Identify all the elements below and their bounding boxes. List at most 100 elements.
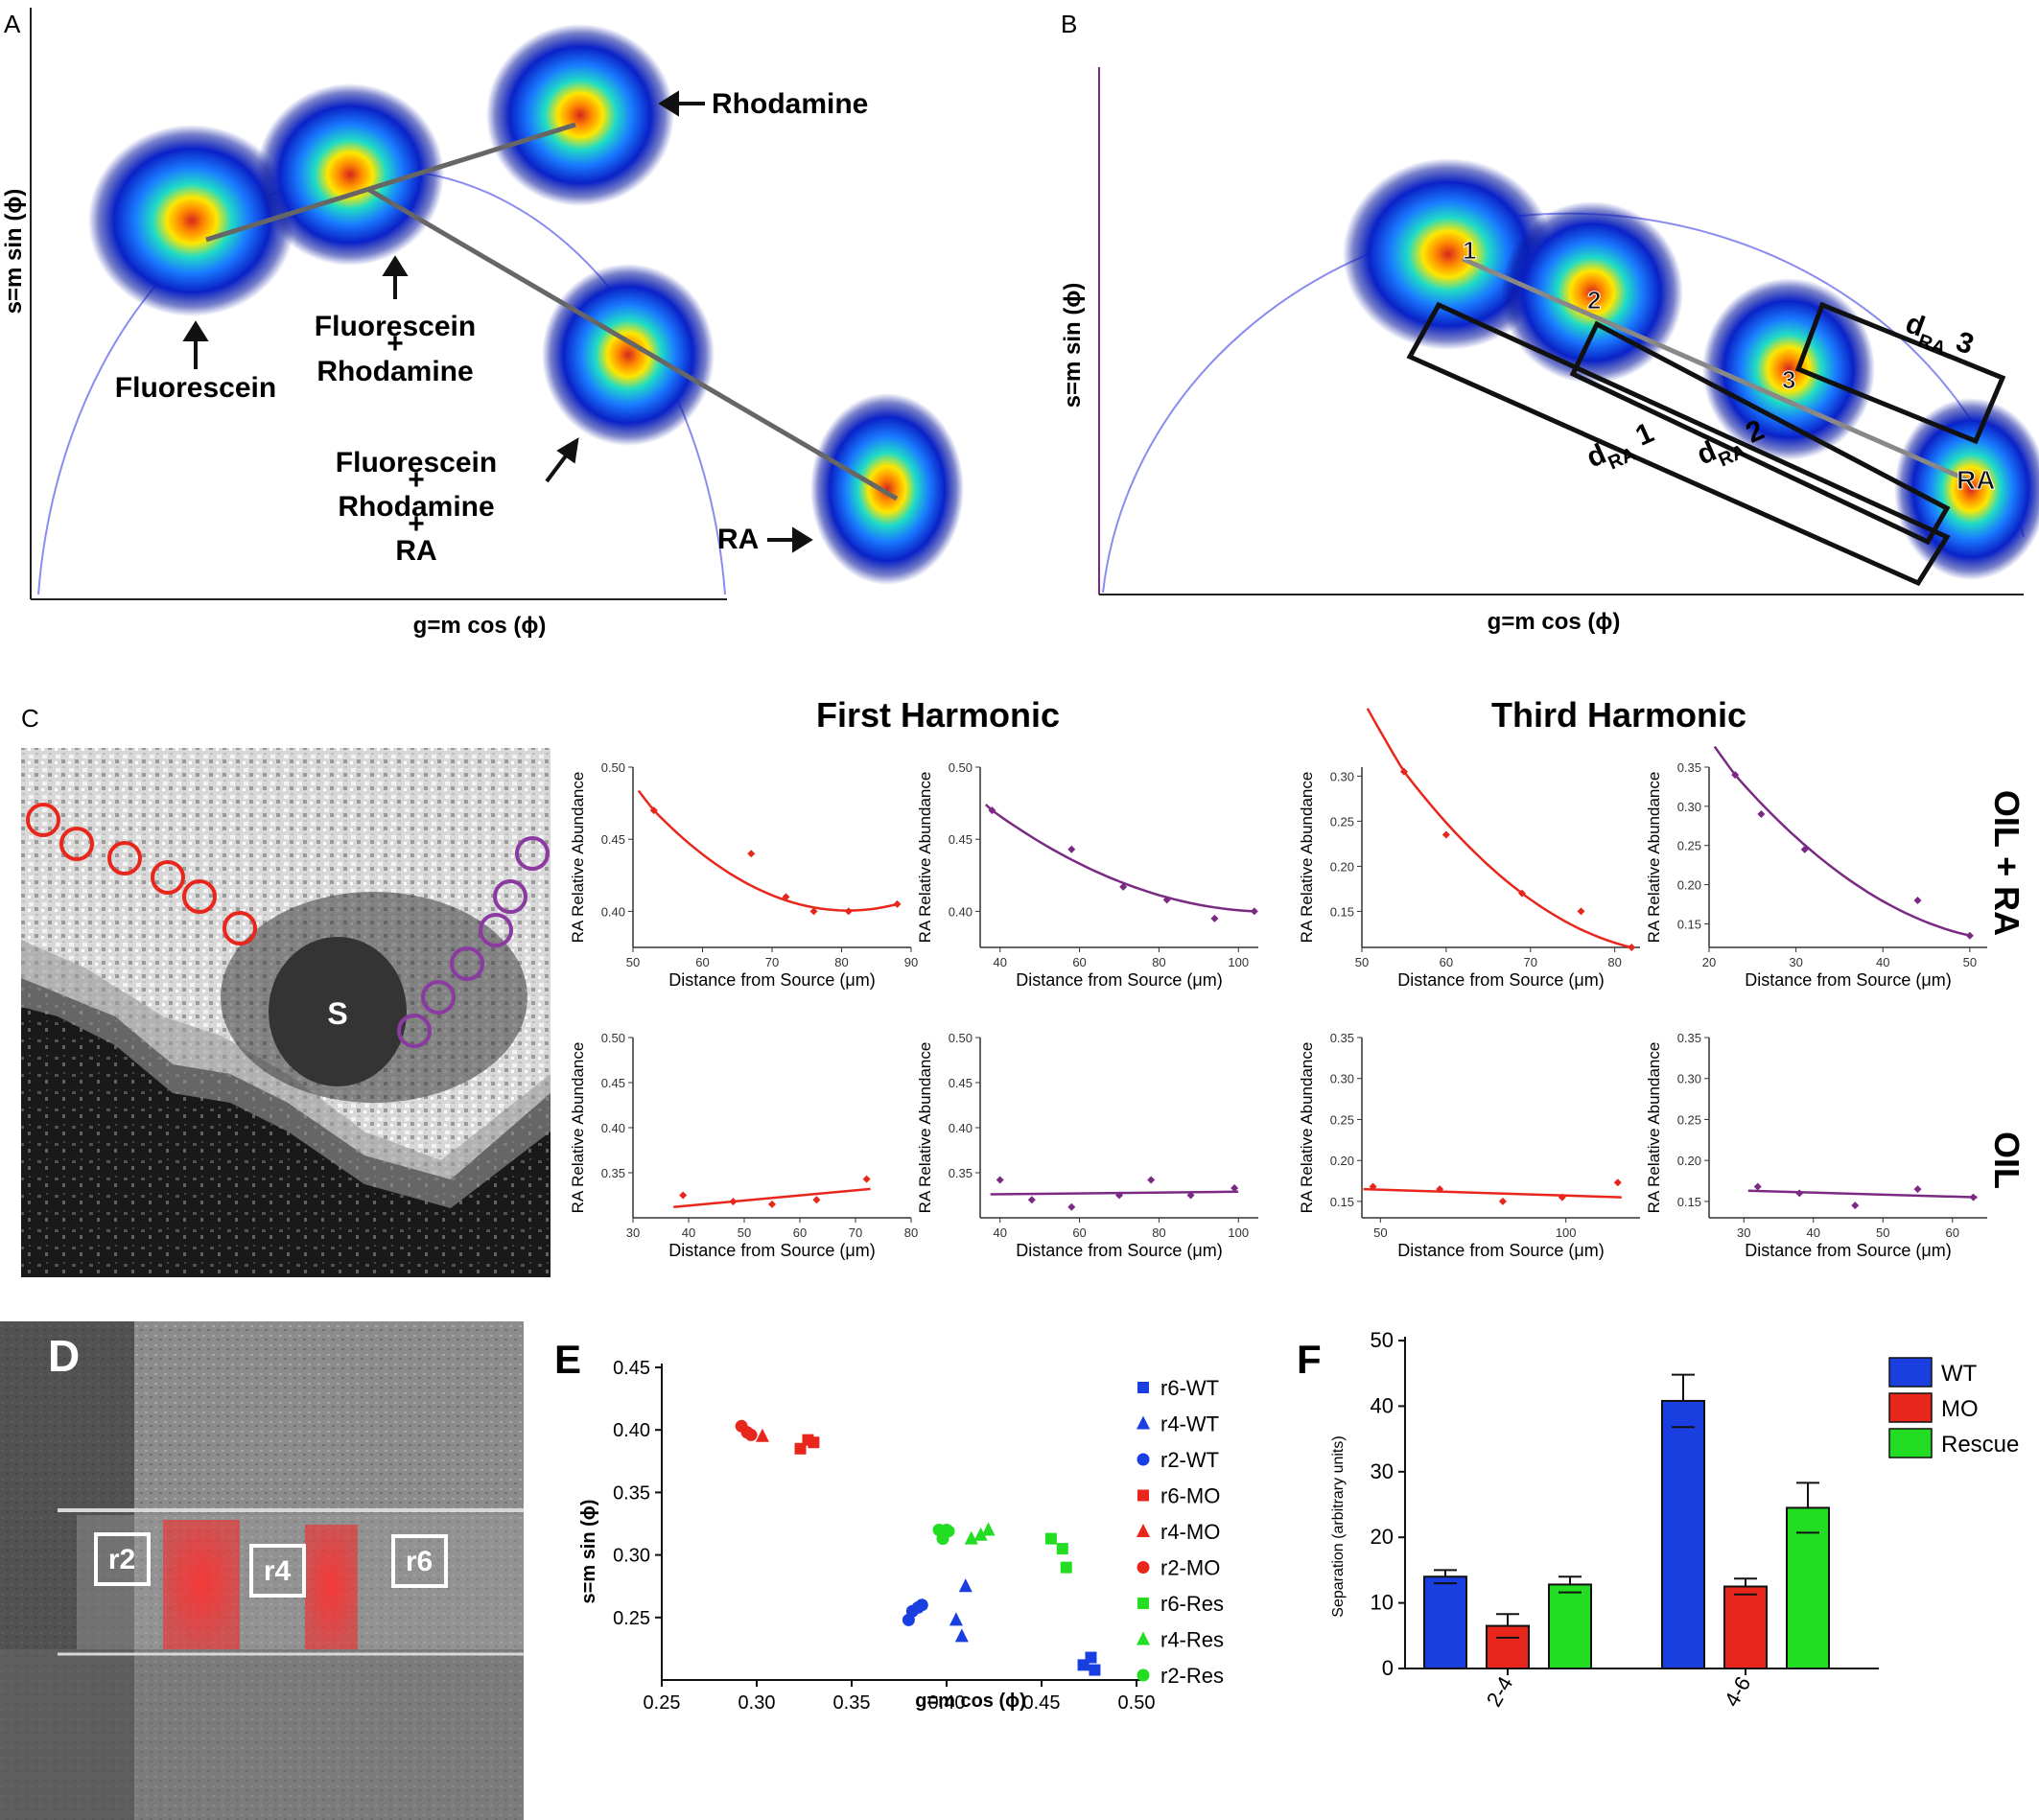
y-axis-label: RA Relative Abundance xyxy=(1298,1042,1316,1214)
data-point xyxy=(1795,1189,1804,1198)
panel-a-arrow-rhodamine xyxy=(658,90,705,117)
data-point xyxy=(1800,845,1809,853)
panel-e-point-r6-Res xyxy=(1060,1561,1072,1574)
panel-a-rhodamine-cluster xyxy=(486,24,674,206)
svg-text:r2: r2 xyxy=(108,1544,135,1575)
panel-e-legend-label-r4-WT: r4-WT xyxy=(1160,1412,1219,1436)
panel-b-box-2 xyxy=(1569,320,1951,546)
svg-text:3: 3 xyxy=(1952,326,1978,362)
panel-b-ylabel: s=m sin (ϕ) xyxy=(1060,283,1086,408)
panel-e-legend-label-r4-Res: r4-Res xyxy=(1160,1628,1224,1652)
panel-e-legend-label-r6-WT: r6-WT xyxy=(1160,1376,1219,1400)
panel-e-legend: r6-WT r4-WT r2-WT r6-MO r4-MO r2-MO r6-Res r4-R… xyxy=(1137,1376,1224,1688)
y-tick-label: 0.15 xyxy=(1677,917,1701,931)
panel-b-box-1 xyxy=(1406,301,1951,587)
data-point xyxy=(1162,896,1171,904)
fit-line xyxy=(1747,1189,1978,1199)
data-point xyxy=(1757,810,1766,819)
y-tick-label: 0.45 xyxy=(949,1076,973,1090)
panel-c-header-first: First Harmonic xyxy=(816,695,1060,735)
panel-c-purple-rois xyxy=(397,836,550,1048)
x-tick-label: 70 xyxy=(765,955,779,969)
x-tick-label: 60 xyxy=(1440,955,1453,969)
panel-f-x-tick-label: 4-6 xyxy=(1720,1672,1756,1711)
data-point xyxy=(1851,1202,1860,1210)
x-tick-label: 70 xyxy=(849,1225,862,1240)
panel-e-legend-marker-r4-WT xyxy=(1137,1415,1150,1430)
data-point xyxy=(1498,1197,1507,1205)
y-tick-label: 0.15 xyxy=(1330,1195,1354,1209)
data-point xyxy=(782,893,790,901)
panel-b-point-2: 2 xyxy=(1587,286,1601,315)
x-tick-label: 50 xyxy=(1876,1225,1889,1240)
y-tick-label: 0.35 xyxy=(1330,1031,1354,1045)
panel-e-point-r4-WT xyxy=(958,1578,973,1593)
panel-c-micrograph: S xyxy=(21,748,551,1277)
panel-e-legend-marker-r2-WT xyxy=(1137,1453,1150,1466)
data-point xyxy=(1965,931,1974,940)
data-point xyxy=(649,806,658,815)
data-point xyxy=(988,806,996,815)
panel-b-xlabel: g=m cos (ϕ) xyxy=(1488,609,1621,635)
y-tick-label: 0.30 xyxy=(1330,1072,1354,1086)
data-point xyxy=(1119,882,1128,891)
panel-f-y-tick-label: 20 xyxy=(1371,1525,1394,1549)
panel-e-x-tick-label: 0.50 xyxy=(1118,1692,1156,1714)
panel-e-point-r6-Res xyxy=(1044,1532,1057,1545)
x-tick-label: 80 xyxy=(1607,955,1621,969)
y-tick-label: 0.45 xyxy=(949,832,973,847)
panel-f: F Separation (arbitrary units) 0 10 20 30 40… xyxy=(1297,1328,2019,1711)
panel-d-region-r2: r2 xyxy=(94,1532,151,1586)
data-point xyxy=(747,850,756,858)
panel-e-point-r4-MO xyxy=(755,1428,769,1442)
y-tick-label: 0.30 xyxy=(1677,800,1701,814)
fit-line xyxy=(990,1190,1239,1196)
fit-line xyxy=(984,804,1254,913)
panel-a-xlabel: g=m cos (ϕ) xyxy=(413,613,547,639)
panel-b-point-labels: 1 2 3 RA xyxy=(1463,236,1996,496)
data-point xyxy=(1913,1185,1922,1194)
panel-c-source-label: S xyxy=(327,996,347,1031)
panel-d-letter: D xyxy=(48,1331,80,1381)
panel-a-label-fluorescein: Fluorescein xyxy=(115,372,276,404)
panel-e-legend-label-r2-MO: r2-MO xyxy=(1160,1556,1220,1580)
panel-e-point-r4-WT xyxy=(954,1628,969,1643)
panel-a-fluorescein-cluster xyxy=(88,125,295,316)
data-point xyxy=(1027,1196,1036,1204)
data-point xyxy=(1436,1185,1444,1194)
panel-b-mixing-line xyxy=(1461,256,1968,482)
panel-f-letter: F xyxy=(1297,1337,1322,1382)
data-point xyxy=(1067,1202,1076,1211)
x-tick-label: 50 xyxy=(1355,955,1369,969)
fit-line xyxy=(637,789,898,912)
panel-e-point-r4-Res xyxy=(964,1530,978,1545)
panel-e-point-r6-MO xyxy=(808,1436,820,1449)
svg-text:r6: r6 xyxy=(406,1546,433,1577)
panel-e-point-r2-WT xyxy=(915,1598,928,1612)
y-tick-label: 0.50 xyxy=(601,760,625,775)
data-point xyxy=(1210,914,1219,922)
panel-a-arrow-fluorescein xyxy=(182,320,209,369)
y-tick-label: 0.35 xyxy=(601,1166,625,1180)
panel-f-legend-swatch-Rescue xyxy=(1888,1428,1933,1458)
panel-e-legend-marker-r4-Res xyxy=(1137,1631,1150,1645)
y-tick-label: 0.20 xyxy=(1677,1154,1701,1168)
data-point xyxy=(1913,896,1922,904)
panel-e-point-r2-MO xyxy=(744,1428,758,1441)
x-tick-label: 80 xyxy=(834,955,848,969)
panel-e-legend-marker-r6-WT xyxy=(1137,1382,1149,1393)
data-point xyxy=(1147,1176,1156,1184)
svg-text:1: 1 xyxy=(1631,417,1659,453)
y-tick-label: 0.35 xyxy=(1677,760,1701,775)
y-tick-label: 0.20 xyxy=(1330,1154,1354,1168)
x-tick-label: 60 xyxy=(1072,1225,1086,1240)
x-tick-label: 40 xyxy=(993,955,1006,969)
y-tick-label: 0.50 xyxy=(601,1031,625,1045)
svg-text:Fluorescein: Fluorescein xyxy=(336,447,497,478)
panel-e-y-tick-label: 0.30 xyxy=(613,1546,650,1567)
fit-line xyxy=(1713,745,1971,937)
panel-e-xlabel: g=m cos (ϕ) xyxy=(915,1691,1026,1712)
x-axis-label: Distance from Source (μm) xyxy=(1745,970,1951,990)
panel-c-plot-1: 0.40 0.45 0.50 50 60 70 80 90 Distance from Sour… xyxy=(569,760,918,990)
